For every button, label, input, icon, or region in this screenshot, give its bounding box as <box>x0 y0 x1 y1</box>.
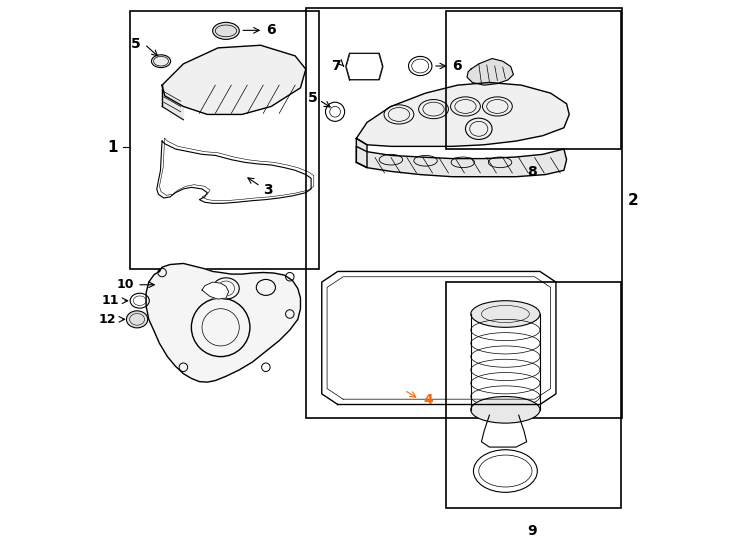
Ellipse shape <box>470 396 540 423</box>
Polygon shape <box>162 45 306 114</box>
Polygon shape <box>146 264 300 382</box>
Bar <box>446 282 622 508</box>
Text: 6: 6 <box>266 23 275 37</box>
Text: 10: 10 <box>117 278 134 291</box>
Text: 9: 9 <box>527 524 537 538</box>
Text: 12: 12 <box>98 313 116 326</box>
Polygon shape <box>356 138 367 167</box>
Bar <box>306 8 622 418</box>
Text: 7: 7 <box>331 59 341 73</box>
Text: 4: 4 <box>423 393 432 407</box>
Text: 5: 5 <box>131 37 141 51</box>
Polygon shape <box>162 85 184 120</box>
Polygon shape <box>467 58 513 85</box>
Text: 6: 6 <box>452 59 462 73</box>
Ellipse shape <box>151 55 170 68</box>
Polygon shape <box>356 83 570 146</box>
Polygon shape <box>356 146 567 177</box>
Polygon shape <box>202 282 228 299</box>
Ellipse shape <box>126 311 148 328</box>
Text: 11: 11 <box>102 294 120 307</box>
Bar <box>446 11 622 149</box>
Ellipse shape <box>470 301 540 327</box>
Text: 8: 8 <box>527 165 537 179</box>
Text: 3: 3 <box>264 183 273 197</box>
Ellipse shape <box>213 22 239 39</box>
Text: 5: 5 <box>308 91 318 105</box>
Text: 2: 2 <box>628 193 639 208</box>
Bar <box>130 11 319 269</box>
Text: 1: 1 <box>107 140 118 155</box>
